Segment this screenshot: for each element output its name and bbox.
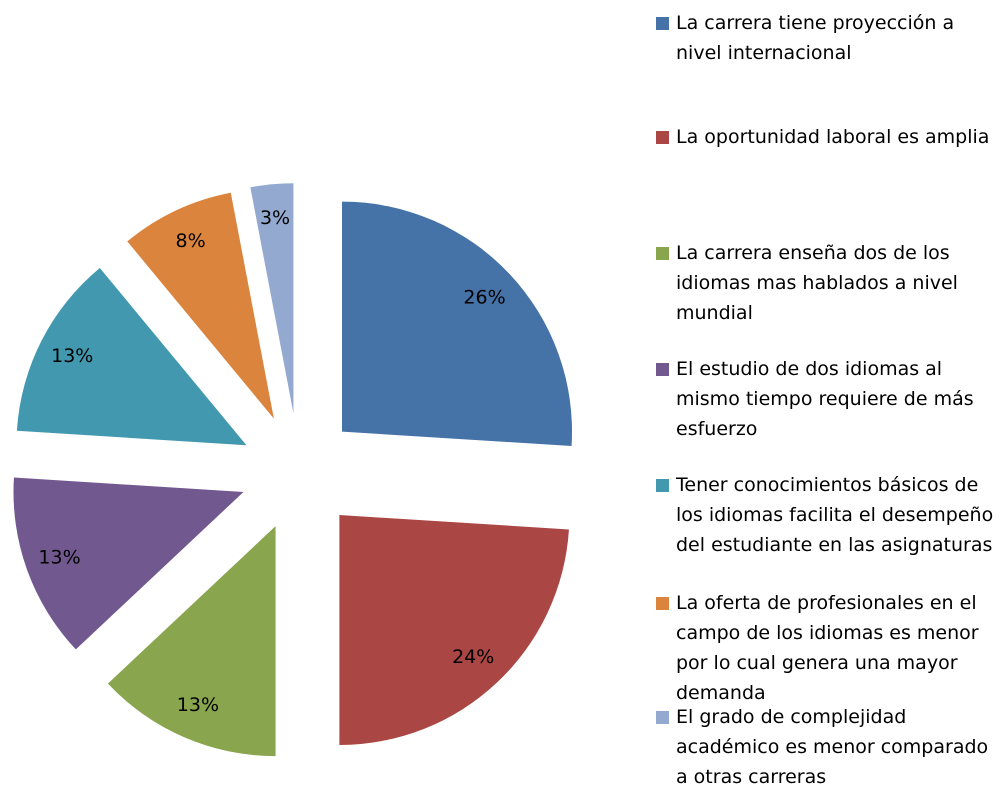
pie-slice — [342, 201, 573, 447]
legend-swatch — [656, 17, 669, 30]
pie-slice — [339, 515, 569, 746]
legend-entry: La oferta de profesionales en el campo d… — [656, 588, 1002, 708]
legend-label: El grado de complejidad académico es men… — [676, 706, 989, 788]
data-label: 13% — [177, 694, 219, 716]
legend-swatch — [656, 711, 669, 724]
legend-entry: La oportunidad laboral es amplia — [656, 122, 1002, 152]
legend-label: El estudio de dos idiomas al mismo tiemp… — [676, 358, 974, 440]
legend-entry: La carrera enseña dos de los idiomas mas… — [656, 238, 1002, 328]
data-label: 13% — [51, 345, 93, 367]
legend-swatch — [656, 363, 669, 376]
pie-slice — [13, 477, 244, 650]
legend-swatch — [656, 247, 669, 260]
pie-slice — [250, 183, 294, 414]
legend-entry: El estudio de dos idiomas al mismo tiemp… — [656, 354, 1002, 444]
legend-entry: La carrera tiene proyección a nivel inte… — [656, 8, 1002, 68]
legend-swatch — [656, 131, 669, 144]
pie-slice — [127, 192, 274, 419]
legend-label: Tener conocimientos básicos de los idiom… — [676, 474, 994, 556]
data-label: 3% — [260, 207, 290, 229]
legend-entry: Tener conocimientos básicos de los idiom… — [656, 470, 1002, 560]
data-label: 8% — [176, 230, 206, 252]
legend-label: La carrera enseña dos de los idiomas mas… — [676, 242, 958, 324]
legend-label: La oferta de profesionales en el campo d… — [676, 592, 979, 704]
legend-swatch — [656, 479, 669, 492]
legend-entry: El grado de complejidad académico es men… — [656, 702, 1002, 792]
data-label: 26% — [463, 286, 505, 308]
pie-slice — [16, 267, 247, 446]
data-label: 13% — [38, 547, 80, 569]
data-label: 24% — [452, 646, 494, 668]
pie-slice — [107, 526, 276, 757]
legend-swatch — [656, 597, 669, 610]
legend-label: La carrera tiene proyección a nivel inte… — [676, 12, 955, 64]
legend-label: La oportunidad laboral es amplia — [676, 126, 990, 148]
